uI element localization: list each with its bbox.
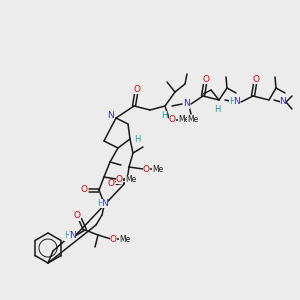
- Text: H: H: [214, 104, 220, 113]
- Text: O: O: [74, 212, 80, 220]
- Text: H: H: [134, 134, 140, 143]
- Text: Me: Me: [125, 175, 136, 184]
- Text: H: H: [64, 232, 70, 241]
- Text: N: N: [69, 232, 75, 241]
- Text: O: O: [134, 85, 140, 94]
- Text: O: O: [253, 74, 260, 83]
- Text: Me: Me: [119, 235, 130, 244]
- Text: Me: Me: [178, 116, 190, 124]
- Text: H: H: [161, 110, 167, 119]
- Text: O: O: [169, 116, 176, 124]
- Text: O: O: [80, 185, 88, 194]
- Text: O: O: [116, 175, 122, 184]
- Text: H: H: [97, 199, 103, 208]
- Text: N: N: [108, 112, 114, 121]
- Text: H: H: [229, 98, 235, 106]
- Text: N: N: [280, 98, 286, 106]
- Text: N: N: [184, 100, 190, 109]
- Text: Me: Me: [152, 164, 164, 173]
- Text: N: N: [234, 98, 240, 106]
- Text: O: O: [142, 164, 149, 173]
- Text: Me: Me: [188, 115, 199, 124]
- Text: O: O: [107, 179, 115, 188]
- Text: O: O: [202, 74, 209, 83]
- Text: N: N: [102, 199, 108, 208]
- Text: O: O: [110, 235, 116, 244]
